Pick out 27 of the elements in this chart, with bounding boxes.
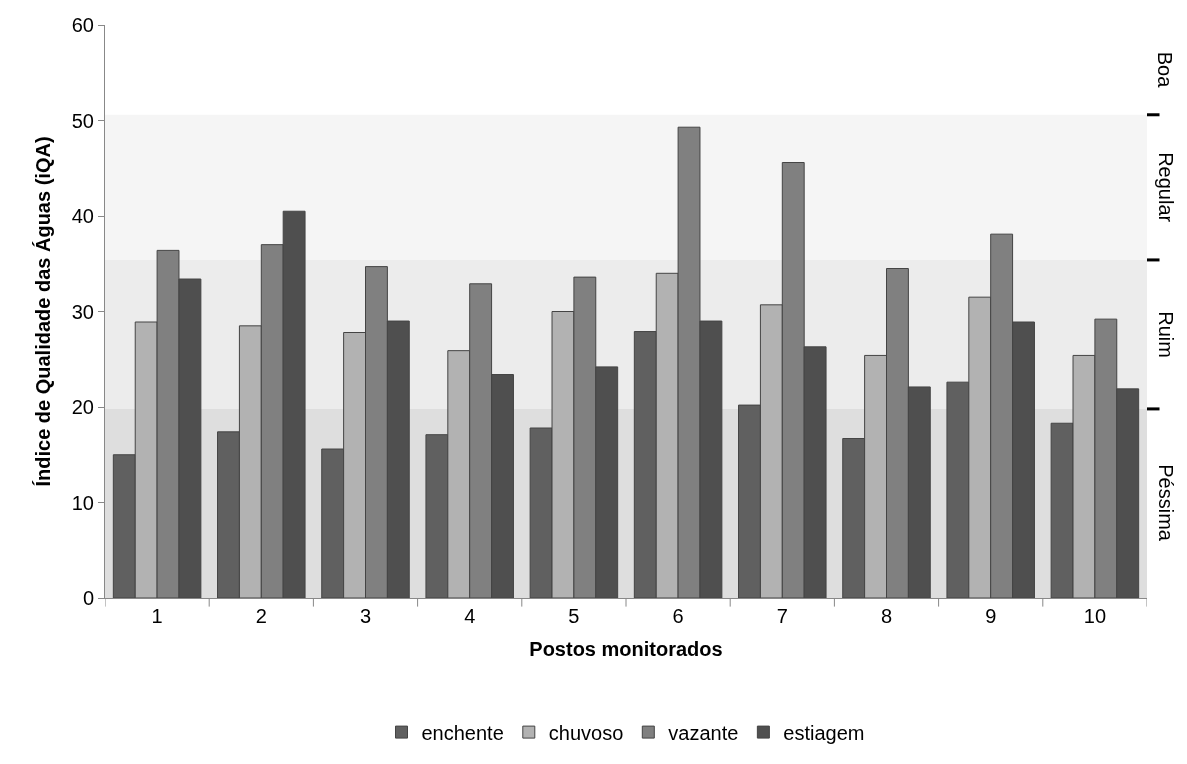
x-tick-label: 4	[464, 605, 476, 627]
legend-label: enchente	[421, 721, 504, 744]
legend-label: chuvoso	[548, 721, 624, 744]
x-tick-label: 5	[568, 605, 580, 627]
x-tick-label: 6	[672, 605, 684, 627]
band-label: Ruim	[1154, 311, 1177, 358]
y-axis-title: Índice de Qualidade das Águas (iQA)	[32, 136, 55, 487]
x-tick-label: 9	[985, 605, 997, 627]
x-tick-label: 1	[151, 605, 163, 627]
y-tick-label: 40	[71, 205, 94, 227]
y-tick-label: 20	[71, 396, 94, 418]
y-tick-label: 10	[71, 491, 94, 514]
legend-label: estiagem	[783, 721, 865, 744]
x-tick-label: 3	[359, 605, 372, 627]
y-tick-label: 30	[71, 300, 94, 323]
y-tick-label: 50	[71, 109, 94, 132]
legend-label: vazante	[668, 721, 739, 744]
band-label: Regular	[1154, 152, 1177, 223]
x-axis-title: Postos monitorados	[529, 637, 723, 660]
text: Boa	[1154, 51, 1177, 89]
band-label: Péssima	[1154, 464, 1177, 542]
x-tick-label: 2	[255, 605, 267, 627]
x-tick-label: 10	[1083, 605, 1107, 627]
y-tick-label: 0	[82, 587, 94, 609]
x-tick-label: 7	[776, 605, 788, 627]
y-tick-label: 60	[71, 14, 94, 36]
x-tick-label: 8	[880, 605, 893, 627]
